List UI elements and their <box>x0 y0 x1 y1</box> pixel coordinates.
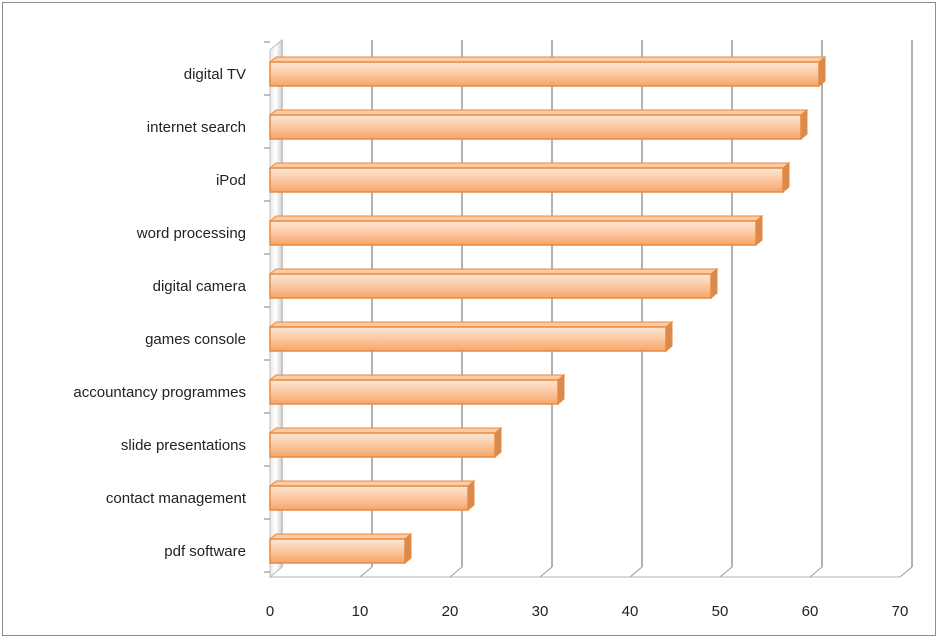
bar <box>268 320 674 353</box>
category-label: slide presentations <box>121 437 246 454</box>
category-label: pdf software <box>164 543 246 560</box>
x-tick-label: 70 <box>892 603 909 620</box>
bar <box>268 426 503 459</box>
category-label: contact management <box>106 490 247 507</box>
category-label: iPod <box>216 172 246 189</box>
category-label: internet search <box>147 119 246 136</box>
gridline <box>809 40 823 578</box>
x-tick-label: 20 <box>442 603 459 620</box>
category-label: digital TV <box>184 66 246 83</box>
category-label: digital camera <box>153 278 247 295</box>
x-tick-label: 10 <box>352 603 369 620</box>
bars <box>268 55 827 565</box>
x-tick-labels: 0 10 20 30 40 50 60 70 <box>266 603 909 620</box>
bar <box>268 532 413 565</box>
x-tick-label: 50 <box>712 603 729 620</box>
gridline <box>899 40 913 578</box>
category-labels: digital TV internet search iPod word proces… <box>73 66 246 560</box>
category-label: accountancy programmes <box>73 384 246 401</box>
bar <box>268 267 719 300</box>
x-tick-label: 0 <box>266 603 274 620</box>
x-tick-label: 60 <box>802 603 819 620</box>
bar <box>268 55 827 88</box>
bar <box>268 161 791 194</box>
bar <box>268 108 809 141</box>
bar <box>268 373 566 406</box>
x-tick-label: 30 <box>532 603 549 620</box>
bar <box>268 479 476 512</box>
bar <box>268 214 764 247</box>
category-label: word processing <box>136 225 246 242</box>
category-label: games console <box>145 331 246 348</box>
x-tick-label: 40 <box>622 603 639 620</box>
